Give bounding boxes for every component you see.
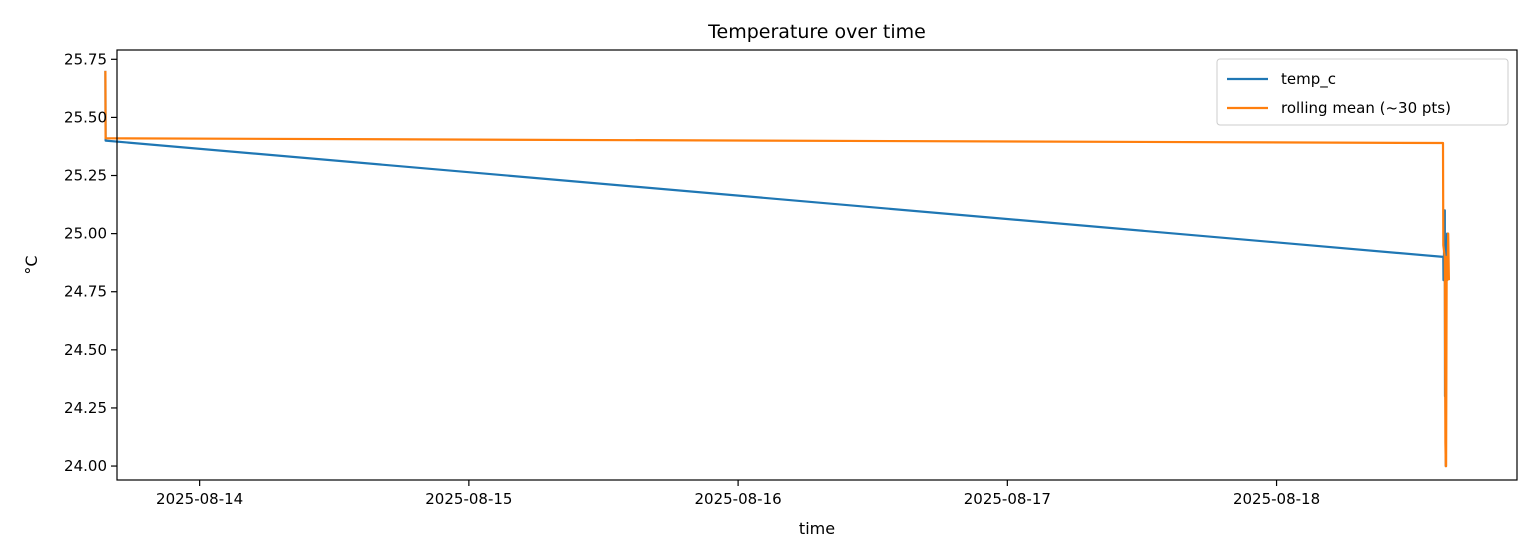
y-tick-label: 25.75 bbox=[64, 50, 107, 68]
x-axis: 2025-08-14 2025-08-15 2025-08-16 2025-08-17… bbox=[156, 480, 1320, 508]
y-tick-label: 24.50 bbox=[64, 341, 107, 359]
y-axis-label: °C bbox=[22, 255, 41, 274]
legend-box bbox=[1216, 58, 1509, 126]
chart-title: Temperature over time bbox=[707, 21, 926, 43]
legend-label-1: temp_c bbox=[1281, 70, 1336, 89]
x-tick-label: 2025-08-16 bbox=[695, 490, 782, 508]
x-tick-label: 2025-08-18 bbox=[1233, 490, 1320, 508]
y-tick-label: 24.75 bbox=[64, 283, 107, 301]
y-tick-label: 24.25 bbox=[64, 399, 107, 417]
y-tick-label: 25.50 bbox=[64, 108, 107, 126]
series-line-1 bbox=[104, 70, 1450, 468]
series-line-2 bbox=[104, 70, 1450, 468]
y-tick-label: 25.00 bbox=[64, 225, 107, 243]
x-tick-label: 2025-08-17 bbox=[964, 490, 1051, 508]
legend-label-2: rolling mean (~30 pts) bbox=[1281, 99, 1451, 117]
x-axis-label: time bbox=[799, 519, 835, 538]
x-tick-label: 2025-08-15 bbox=[425, 490, 512, 508]
y-tick-label: 25.25 bbox=[64, 167, 107, 185]
x-tick-label: 2025-08-14 bbox=[156, 490, 243, 508]
y-axis: 24.00 24.25 24.50 24.75 25.00 25.25 25.50 25.75 bbox=[64, 50, 117, 475]
y-tick-label: 24.00 bbox=[64, 457, 107, 475]
plot-area bbox=[104, 70, 1450, 468]
plot-frame bbox=[116, 49, 1518, 481]
